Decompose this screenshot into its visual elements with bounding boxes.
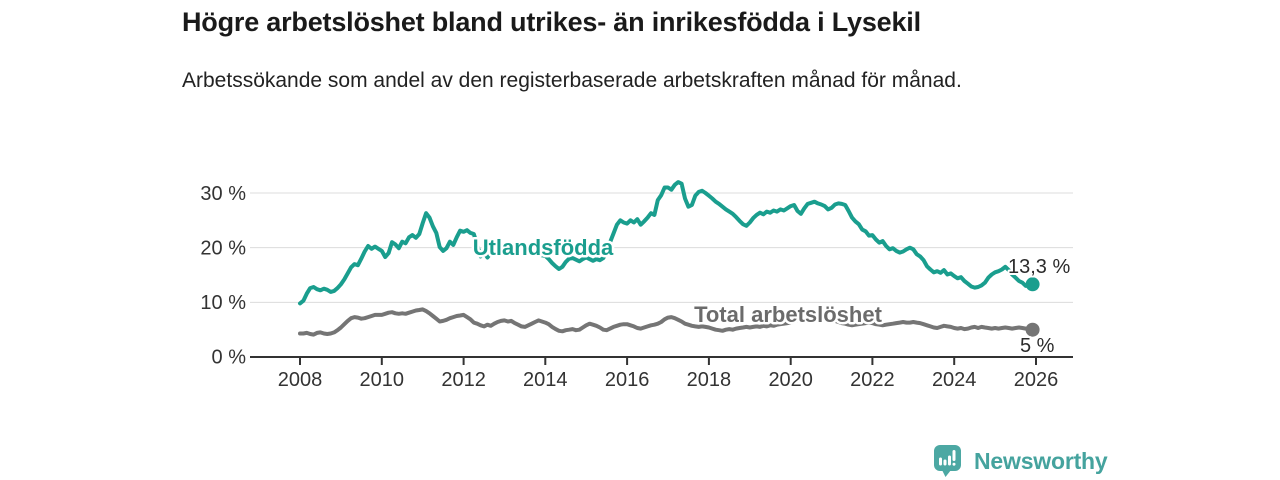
y-axis-labels: 0 % 10 % 20 % 30 % bbox=[200, 183, 246, 369]
chart-title: Högre arbetslöshet bland utrikes- än inr… bbox=[182, 7, 921, 37]
x-label-2016: 2016 bbox=[605, 369, 650, 391]
total-arbetsloshet-line bbox=[298, 307, 1035, 337]
x-label-2018: 2018 bbox=[687, 369, 732, 391]
line-chart: 0 % 10 % 20 % 30 % 2008 2010 2012 2014 2… bbox=[0, 150, 1120, 420]
newsworthy-branding-link[interactable]: Newsworthy bbox=[933, 444, 1108, 478]
x-axis-ticks bbox=[299, 358, 1037, 365]
x-label-2014: 2014 bbox=[523, 369, 568, 391]
x-label-2026: 2026 bbox=[1014, 369, 1059, 391]
x-label-2022: 2022 bbox=[850, 369, 895, 391]
y-label-10: 10 % bbox=[200, 292, 246, 314]
utlandsfodda-line bbox=[298, 180, 1035, 306]
chart-subtitle: Arbetssökande som andel av den registerb… bbox=[182, 69, 962, 93]
x-label-2012: 2012 bbox=[441, 369, 486, 391]
x-label-2024: 2024 bbox=[932, 369, 977, 391]
utlandsfodda-end-value-label: 13,3 % bbox=[1008, 256, 1070, 278]
chart-header: Högre arbetslöshet bland utrikes- än inr… bbox=[182, 6, 1082, 96]
x-axis-labels: 2008 2010 2012 2014 2016 2018 2020 2022 … bbox=[278, 369, 1059, 391]
x-label-2010: 2010 bbox=[360, 369, 405, 391]
y-label-0: 0 % bbox=[212, 347, 247, 369]
x-label-2020: 2020 bbox=[768, 369, 813, 391]
utlandsfodda-series-label: Utlandsfödda bbox=[473, 235, 614, 260]
total-arbetsloshet-end-value-label: 5 % bbox=[1020, 335, 1055, 357]
line-chart-svg: 0 % 10 % 20 % 30 % 2008 2010 2012 2014 2… bbox=[200, 180, 1073, 391]
utlandsfodda-end-dot bbox=[1025, 277, 1040, 292]
newsworthy-brand-name: Newsworthy bbox=[974, 447, 1108, 474]
newsworthy-logo-icon bbox=[934, 445, 961, 477]
y-label-20: 20 % bbox=[200, 238, 246, 260]
y-label-30: 30 % bbox=[200, 183, 246, 205]
total-arbetsloshet-series-label: Total arbetslöshet bbox=[694, 302, 883, 327]
x-label-2008: 2008 bbox=[278, 369, 323, 391]
total-arbetsloshet-end-dot bbox=[1025, 322, 1040, 337]
